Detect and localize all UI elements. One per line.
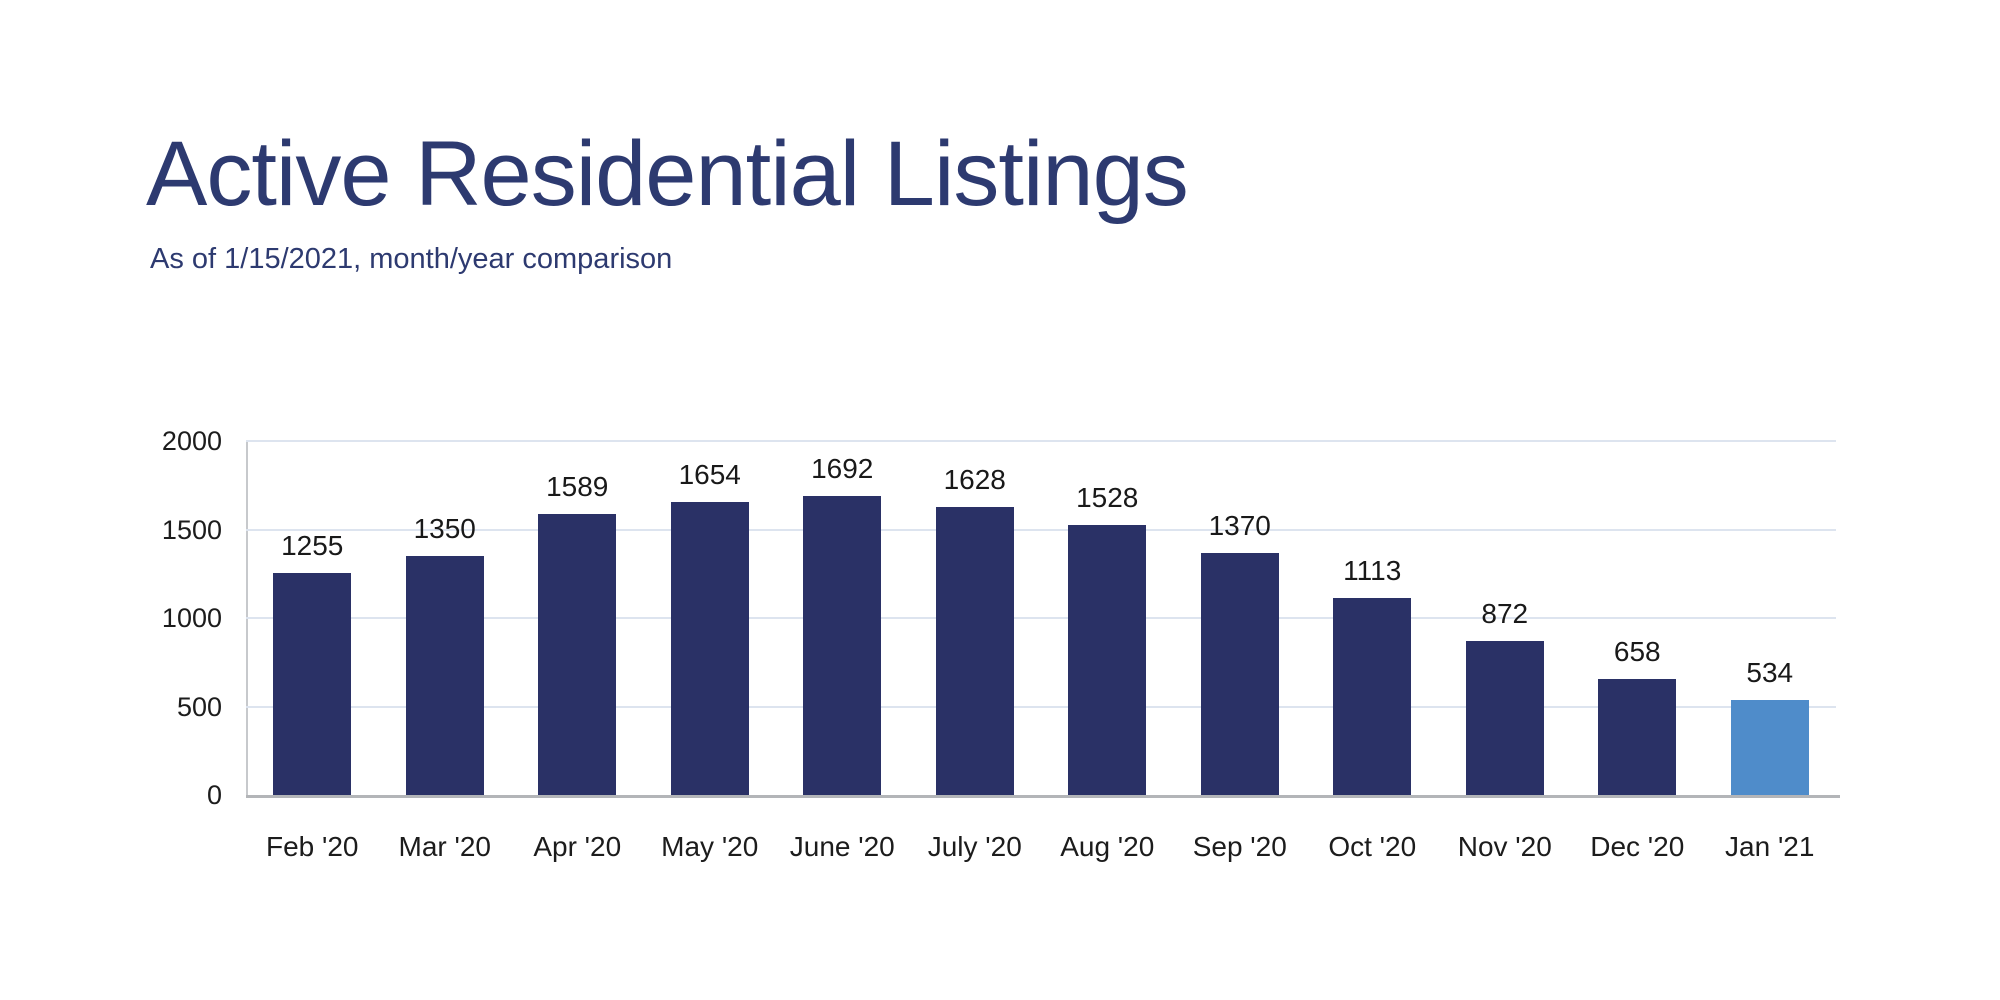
bar-value-label: 534 [1746, 657, 1794, 689]
x-axis-label: Mar '20 [398, 831, 492, 862]
x-axis-label: Nov '20 [1457, 831, 1552, 862]
bar-value-label: 1255 [281, 529, 344, 561]
bar-value-label: 1628 [943, 463, 1006, 495]
page-title: Active Residential Listings [146, 123, 1189, 225]
x-axis-line [246, 795, 1840, 798]
bar-value-label: 1692 [811, 452, 874, 484]
bar-value-label: 1589 [546, 470, 609, 502]
bar [1465, 640, 1544, 795]
bar [1333, 598, 1412, 795]
bar-value-label: 1113 [1343, 555, 1402, 586]
gridline [246, 528, 1836, 531]
bar-value-label: 1654 [678, 459, 741, 491]
bar [273, 572, 352, 795]
bar [405, 556, 484, 795]
plot-area: 1255 1350 1589 1654 1692 1628 1528 1370 1113 872 6… [246, 440, 1840, 798]
gridline [246, 617, 1836, 619]
x-axis-label: Feb '20 [265, 831, 359, 862]
y-axis-tick-label: 500 [176, 691, 222, 722]
x-axis-label: Jan '21 [1725, 831, 1815, 862]
x-axis-label: May '20 [661, 831, 759, 862]
bar [538, 513, 617, 795]
bar-value-label: 872 [1481, 597, 1529, 629]
y-axis-tick-label: 2000 [161, 426, 222, 456]
bar-value-label: 658 [1613, 635, 1661, 667]
bar [670, 502, 749, 795]
y-axis-labels: 0 500 1000 1500 2000 [0, 426, 222, 810]
x-axis-label: Aug '20 [1060, 831, 1155, 862]
y-axis-tick-label: 1000 [161, 603, 222, 633]
x-axis-label: Apr '20 [533, 831, 622, 862]
y-axis-tick-label: 1500 [161, 514, 222, 545]
gridline [246, 705, 1836, 708]
bar [803, 495, 882, 795]
bar [1598, 678, 1677, 795]
y-axis-tick-label: 0 [206, 780, 222, 810]
page-subtitle: As of 1/15/2021, month/year comparison [150, 243, 673, 275]
gridline [246, 440, 1836, 442]
x-axis-label: Oct '20 [1328, 831, 1417, 862]
x-axis-label: Dec '20 [1590, 831, 1685, 862]
x-axis-label: Sep '20 [1192, 831, 1287, 862]
x-axis-label: July '20 [927, 831, 1022, 862]
x-axis-labels: Feb '20 Mar '20 Apr '20 May '20 June '20 July… [246, 795, 1836, 875]
x-axis-label: June '20 [789, 831, 895, 862]
bar [1730, 700, 1809, 795]
bar-value-label: 1528 [1076, 481, 1139, 513]
bar [1068, 524, 1147, 795]
bar-value-label: 1370 [1208, 509, 1271, 541]
bar-value-label: 1350 [413, 513, 476, 545]
bar [1200, 552, 1279, 795]
bar [935, 506, 1014, 795]
